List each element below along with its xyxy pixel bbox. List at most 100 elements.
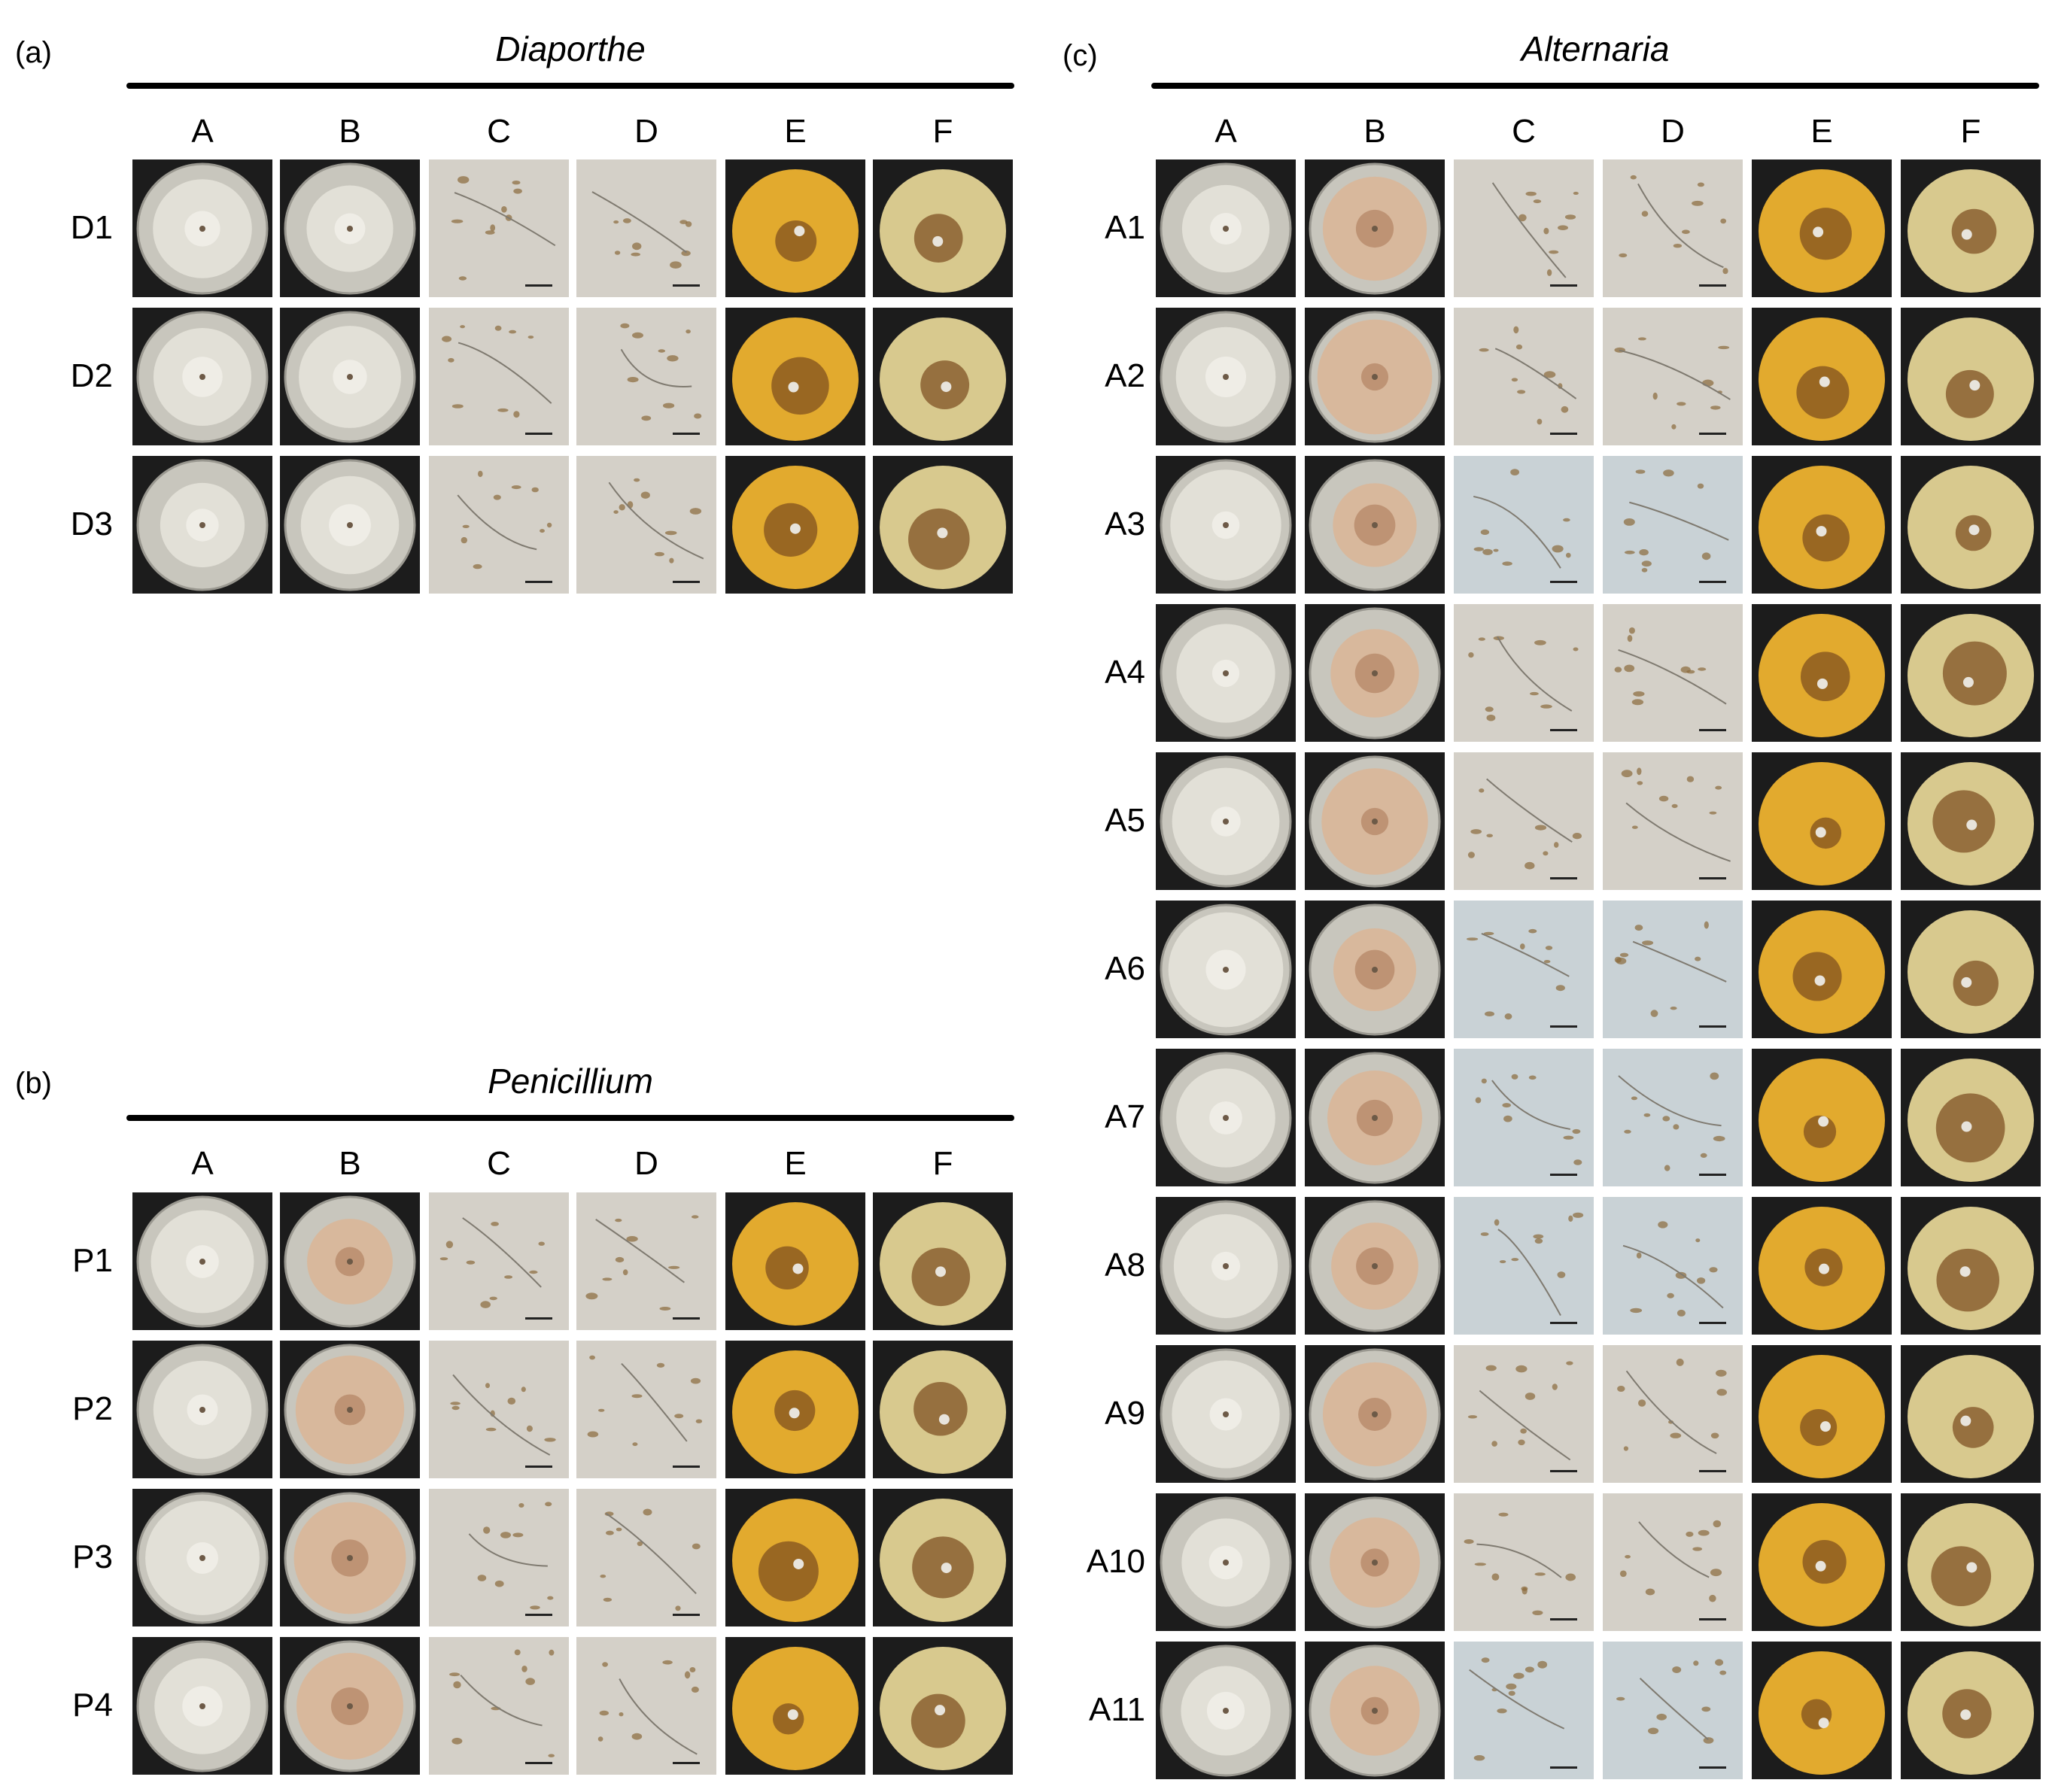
panel-b-image-p1-a bbox=[132, 1192, 272, 1330]
panel-c-image-a1-f bbox=[1901, 159, 2041, 297]
panel-a-row-label-d2: D2 bbox=[70, 357, 113, 394]
panel-a-row-label-d3: D3 bbox=[70, 506, 113, 542]
panel-c-row-label-a7: A7 bbox=[1105, 1098, 1145, 1135]
panel-c-image-a9-c bbox=[1454, 1345, 1594, 1483]
panel-a-genus-title: Diaporthe bbox=[495, 29, 646, 68]
panel-c-image-a5-c bbox=[1454, 752, 1594, 890]
panel-c-image-a8-c bbox=[1454, 1197, 1594, 1335]
panel-c-image-a11-b bbox=[1305, 1642, 1445, 1779]
panel-a-image-d1-a bbox=[132, 159, 272, 297]
panel-c-image-a6-b bbox=[1305, 901, 1445, 1038]
panel-a-image-d2-c bbox=[429, 308, 569, 445]
panel-c-image-a6-a bbox=[1156, 901, 1296, 1038]
panel-b-image-p4-e bbox=[725, 1637, 865, 1775]
panel-c-row-label-a3: A3 bbox=[1105, 506, 1145, 542]
panel-c-image-a11-d bbox=[1603, 1642, 1743, 1779]
panel-c-image-a8-d bbox=[1603, 1197, 1743, 1335]
panel-c-image-a10-f bbox=[1901, 1493, 2041, 1631]
panel-c-image-a7-c bbox=[1454, 1049, 1594, 1186]
panel-c-image-a6-c bbox=[1454, 901, 1594, 1038]
panel-c-column-header-d: D bbox=[1661, 113, 1685, 150]
panel-c-image-a8-a bbox=[1156, 1197, 1296, 1335]
panel-c-column-header-e: E bbox=[1810, 113, 1833, 150]
panel-a-column-header-f: F bbox=[932, 113, 953, 150]
panel-b-image-p4-b bbox=[280, 1637, 420, 1775]
panel-a-image-d2-a bbox=[132, 308, 272, 445]
panel-c-image-a4-f bbox=[1901, 604, 2041, 742]
panel-c-image-a10-b bbox=[1305, 1493, 1445, 1631]
panel-b-image-p2-f bbox=[873, 1341, 1013, 1478]
panel-c-image-a2-f bbox=[1901, 308, 2041, 445]
panel-c-column-header-b: B bbox=[1363, 113, 1386, 150]
panel-b-image-p1-c bbox=[429, 1192, 569, 1330]
panel-b-image-p2-d bbox=[576, 1341, 716, 1478]
panel-a-rule bbox=[126, 83, 1014, 89]
panel-c-image-a4-d bbox=[1603, 604, 1743, 742]
panel-c-image-a6-d bbox=[1603, 901, 1743, 1038]
panel-a-image-d3-f bbox=[873, 456, 1013, 594]
panel-b-image-p4-a bbox=[132, 1637, 272, 1775]
panel-c-image-a8-b bbox=[1305, 1197, 1445, 1335]
panel-a-row-label-d1: D1 bbox=[70, 209, 113, 246]
panel-c-image-a4-b bbox=[1305, 604, 1445, 742]
panel-a-image-d1-f bbox=[873, 159, 1013, 297]
panel-c-image-a5-b bbox=[1305, 752, 1445, 890]
panel-c-row-label-a9: A9 bbox=[1105, 1395, 1145, 1432]
panel-b-image-p2-c bbox=[429, 1341, 569, 1478]
panel-c-column-header-c: C bbox=[1512, 113, 1536, 150]
panel-c-image-a2-a bbox=[1156, 308, 1296, 445]
panel-c-image-a2-c bbox=[1454, 308, 1594, 445]
panel-c-image-a5-e bbox=[1752, 752, 1892, 890]
panel-c-row-label-a5: A5 bbox=[1105, 802, 1145, 839]
panel-b-image-p3-f bbox=[873, 1489, 1013, 1626]
panel-b-column-header-d: D bbox=[634, 1145, 658, 1182]
panel-b-image-p1-e bbox=[725, 1192, 865, 1330]
panel-a-column-header-d: D bbox=[634, 113, 658, 150]
panel-c-row-label-a2: A2 bbox=[1105, 357, 1145, 394]
panel-c-image-a11-a bbox=[1156, 1642, 1296, 1779]
panel-c-letter: (c) bbox=[1062, 39, 1098, 72]
panel-c-image-a5-f bbox=[1901, 752, 2041, 890]
panel-b-column-header-f: F bbox=[932, 1145, 953, 1182]
panel-b-image-p2-e bbox=[725, 1341, 865, 1478]
panel-a-image-d1-b bbox=[280, 159, 420, 297]
panel-b-image-p4-f bbox=[873, 1637, 1013, 1775]
panel-c-column-header-f: F bbox=[1960, 113, 1981, 150]
panel-c-image-a1-e bbox=[1752, 159, 1892, 297]
panel-c-image-a3-a bbox=[1156, 456, 1296, 594]
panel-c-image-a5-a bbox=[1156, 752, 1296, 890]
panel-c-rule bbox=[1151, 83, 2039, 89]
panel-c-image-a5-d bbox=[1603, 752, 1743, 890]
panel-c-image-a3-b bbox=[1305, 456, 1445, 594]
panel-b-row-label-p3: P3 bbox=[72, 1538, 113, 1575]
panel-a-image-d3-b bbox=[280, 456, 420, 594]
panel-c-image-a7-a bbox=[1156, 1049, 1296, 1186]
panel-c-image-a4-e bbox=[1752, 604, 1892, 742]
panel-b-image-p3-a bbox=[132, 1489, 272, 1626]
panel-a-image-d1-d bbox=[576, 159, 716, 297]
panel-c-image-a9-f bbox=[1901, 1345, 2041, 1483]
panel-c-image-a1-b bbox=[1305, 159, 1445, 297]
panel-c-genus-title: Alternaria bbox=[1521, 29, 1670, 68]
panel-c-column-header-a: A bbox=[1214, 113, 1237, 150]
panel-c-image-a3-e bbox=[1752, 456, 1892, 594]
panel-c-row-label-a11: A11 bbox=[1088, 1691, 1145, 1728]
panel-a-image-d2-b bbox=[280, 308, 420, 445]
panel-c-image-a2-b bbox=[1305, 308, 1445, 445]
panel-b-row-label-p2: P2 bbox=[72, 1390, 113, 1427]
panel-c-image-a7-d bbox=[1603, 1049, 1743, 1186]
panel-c-image-a3-c bbox=[1454, 456, 1594, 594]
panel-b-column-header-c: C bbox=[487, 1145, 511, 1182]
panel-b-row-label-p1: P1 bbox=[72, 1242, 113, 1279]
panel-a-image-d2-d bbox=[576, 308, 716, 445]
panel-b-image-p1-f bbox=[873, 1192, 1013, 1330]
panel-a-image-d1-e bbox=[725, 159, 865, 297]
panel-c-image-a9-e bbox=[1752, 1345, 1892, 1483]
panel-a-column-header-a: A bbox=[191, 113, 214, 150]
panel-b-letter: (b) bbox=[15, 1067, 52, 1100]
panel-c-image-a6-f bbox=[1901, 901, 2041, 1038]
panel-b-image-p2-a bbox=[132, 1341, 272, 1478]
panel-a-image-d3-c bbox=[429, 456, 569, 594]
panel-a-column-header-e: E bbox=[784, 113, 807, 150]
panel-a-letter: (a) bbox=[15, 36, 52, 69]
